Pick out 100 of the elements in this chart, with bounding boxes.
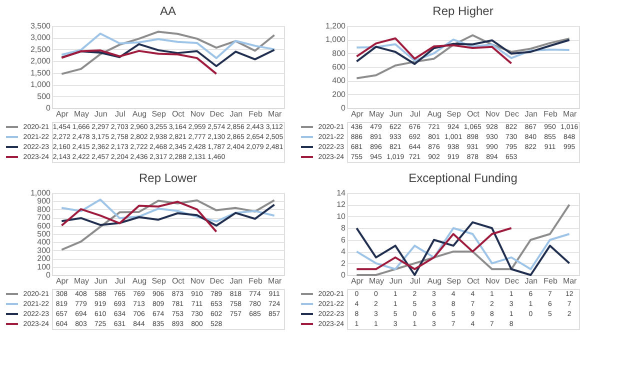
- y-tick-label: 400: [37, 238, 52, 247]
- x-tick-label: Jan: [230, 110, 243, 118]
- x-tick-label: Mar: [562, 276, 578, 286]
- y-tick-label: 1,000: [30, 80, 52, 90]
- x-tick-label: Jul: [410, 110, 420, 118]
- x-tick-label: Oct: [172, 276, 186, 286]
- x-tick-label: Aug: [427, 276, 442, 286]
- x-tick-label: Jun: [94, 276, 108, 286]
- x-tick-label: Apr: [56, 110, 69, 118]
- y-tick-label: 3,500: [30, 22, 52, 30]
- x-tick-label: May: [368, 276, 384, 286]
- chart-title: AA: [160, 4, 176, 18]
- line-series: [60, 30, 276, 75]
- y-tick-label: 400: [332, 76, 346, 86]
- y-tick-label: 8: [341, 224, 346, 233]
- x-tick-label: Mar: [268, 276, 282, 286]
- x-tick-label: Dec: [504, 110, 519, 118]
- y-tick-label: 800: [37, 204, 52, 214]
- line-series: [60, 200, 218, 233]
- line-series: [356, 37, 512, 64]
- x-tick-label: Nov: [190, 276, 205, 286]
- x-tick-label: Oct: [466, 110, 480, 118]
- line-series: [356, 34, 570, 80]
- chart-title: Rep Lower: [138, 171, 198, 185]
- y-tick-label: 4: [341, 247, 346, 256]
- x-tick-label: Jun: [389, 276, 402, 286]
- x-tick-label: Feb: [544, 110, 558, 118]
- x-tick-label: Dec: [210, 110, 224, 118]
- y-tick-label: 900: [37, 196, 52, 206]
- line-series: [356, 227, 512, 270]
- x-tick-label: Apr: [350, 276, 364, 286]
- x-tick-label: Nov: [485, 110, 500, 118]
- chart-title: Exceptional Funding: [408, 171, 518, 185]
- x-tick-label: Nov: [485, 276, 500, 286]
- line-series: [356, 204, 570, 276]
- x-tick-label: Jan: [524, 110, 538, 118]
- x-tick-label: Oct: [466, 276, 480, 286]
- line-series: [356, 227, 570, 270]
- y-tick-label: 600: [332, 62, 346, 72]
- x-tick-label: Aug: [132, 110, 147, 118]
- x-tick-label: Mar: [268, 110, 282, 118]
- y-tick-label: 600: [37, 221, 52, 230]
- x-tick-label: Oct: [172, 110, 186, 118]
- x-tick-label: Aug: [427, 110, 442, 118]
- y-tick-label: 1,500: [30, 68, 52, 78]
- x-tick-label: Jan: [230, 276, 243, 286]
- line-series: [60, 198, 276, 222]
- x-tick-label: May: [74, 110, 90, 118]
- y-tick-label: 0: [46, 104, 52, 112]
- x-tick-label: Sep: [152, 276, 166, 286]
- y-tick-label: 1,000: [325, 35, 346, 44]
- x-tick-label: Aug: [132, 276, 147, 286]
- line-series: [60, 49, 218, 75]
- y-tick-label: 14: [336, 188, 346, 198]
- x-tick-label: Sep: [446, 110, 462, 118]
- y-tick-label: 700: [37, 213, 52, 222]
- x-tick-label: Feb: [248, 110, 263, 118]
- y-tick-label: 3,000: [30, 33, 52, 42]
- x-tick-label: Sep: [446, 276, 462, 286]
- y-tick-label: 200: [332, 90, 346, 99]
- y-tick-label: 0: [341, 270, 346, 280]
- y-tick-label: 12: [336, 200, 346, 210]
- y-tick-label: 2,000: [30, 56, 52, 66]
- line-series: [356, 221, 570, 276]
- x-tick-label: Dec: [504, 276, 519, 286]
- line-series: [60, 204, 276, 227]
- x-tick-label: Nov: [190, 110, 205, 118]
- y-tick-label: 300: [37, 246, 52, 255]
- x-tick-label: Jun: [94, 110, 108, 118]
- y-tick-label: 10: [336, 212, 346, 221]
- x-tick-label: Dec: [210, 276, 224, 286]
- line-series: [60, 32, 276, 60]
- y-tick-label: 100: [37, 262, 52, 272]
- x-tick-label: Jul: [410, 276, 420, 286]
- x-tick-label: Sep: [152, 110, 166, 118]
- y-tick-label: 0: [46, 270, 52, 280]
- line-series: [60, 43, 276, 68]
- y-tick-label: 6: [341, 235, 346, 244]
- x-tick-label: Feb: [544, 276, 558, 286]
- y-tick-label: 500: [37, 92, 52, 101]
- x-tick-label: Jun: [389, 110, 402, 118]
- y-tick-label: 800: [332, 48, 346, 58]
- y-tick-label: 500: [37, 230, 52, 238]
- x-tick-label: Jul: [115, 276, 126, 286]
- x-tick-label: Apr: [56, 276, 69, 286]
- y-tick-label: 2: [341, 258, 346, 268]
- x-tick-label: Mar: [562, 110, 578, 118]
- x-tick-label: Feb: [248, 276, 263, 286]
- line-series: [60, 199, 276, 251]
- x-tick-label: Apr: [350, 110, 364, 118]
- chart-title: Rep Higher: [432, 4, 494, 18]
- y-tick-label: 200: [37, 254, 52, 264]
- y-tick-label: 1,000: [30, 188, 52, 198]
- x-tick-label: Jul: [115, 110, 126, 118]
- x-tick-label: May: [368, 110, 384, 118]
- x-tick-label: May: [74, 276, 90, 286]
- y-tick-label: 1,200: [325, 22, 346, 30]
- y-tick-label: 0: [341, 104, 346, 112]
- y-tick-label: 2,500: [30, 44, 52, 54]
- x-tick-label: Jan: [524, 276, 538, 286]
